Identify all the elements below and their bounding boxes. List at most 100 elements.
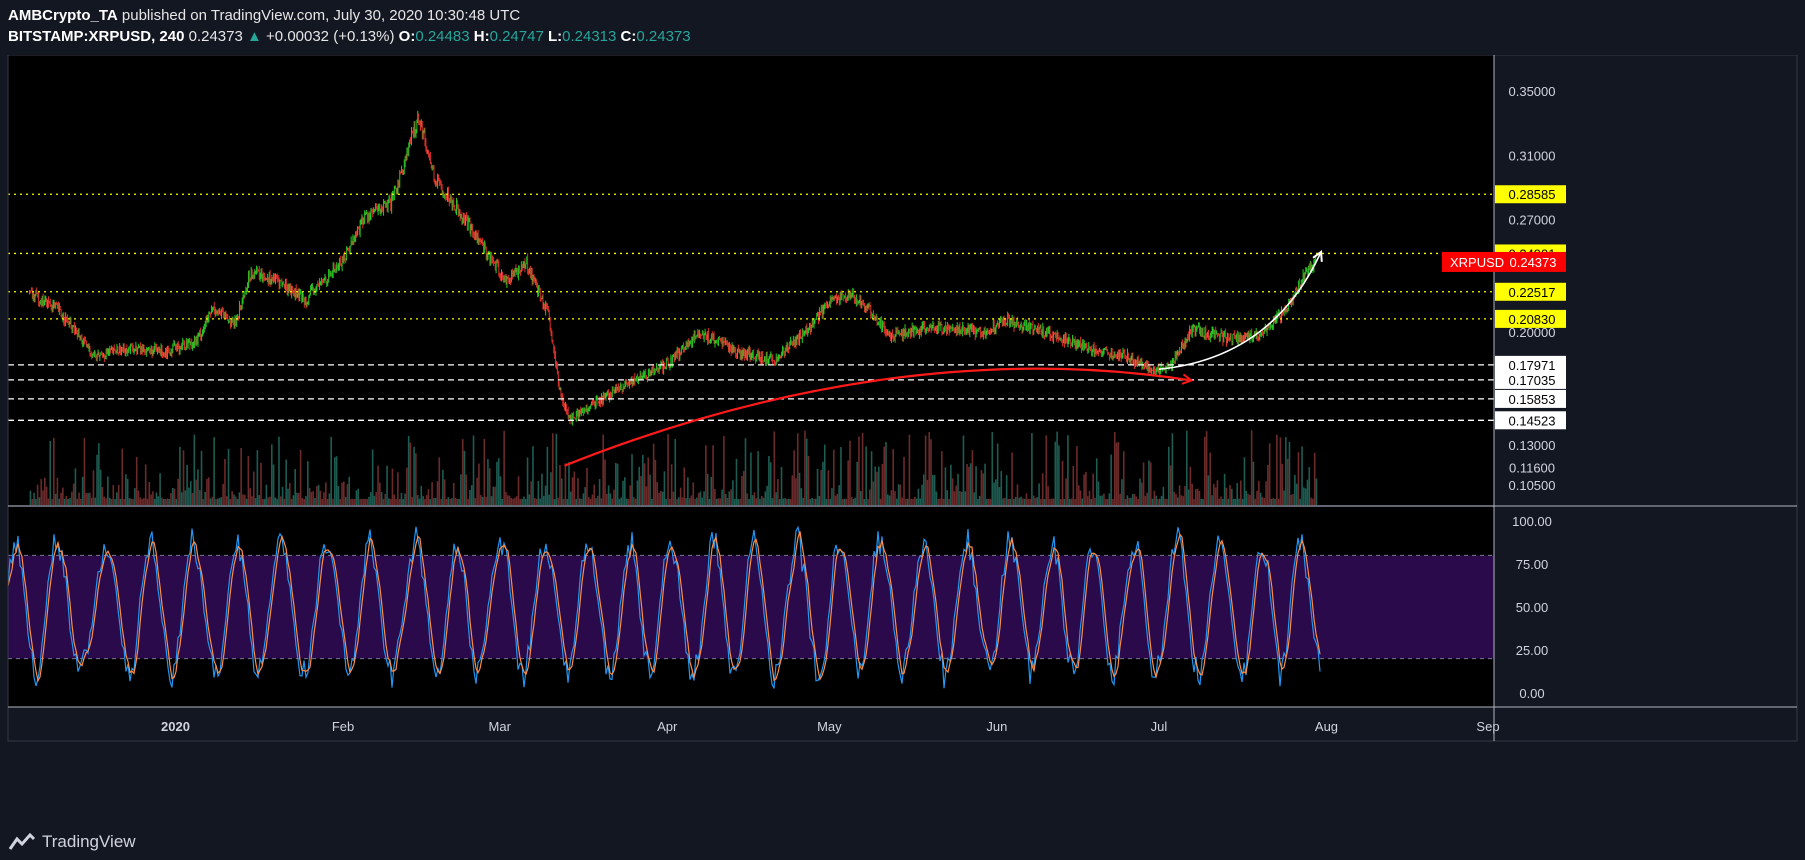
volume-bar xyxy=(1285,437,1287,505)
candles[interactable] xyxy=(29,110,1317,426)
volume-bar xyxy=(1270,498,1273,505)
red-trend-arrow[interactable] xyxy=(564,367,1192,467)
volume-bar xyxy=(1137,498,1139,505)
volume-bar xyxy=(204,491,206,505)
volume-bar xyxy=(1130,497,1132,505)
volume-bar xyxy=(150,494,152,505)
volume-bar xyxy=(674,438,677,505)
high-label: H: xyxy=(473,28,490,45)
author-name[interactable]: AMBCrypto_TA xyxy=(8,7,118,24)
volume-bar xyxy=(699,491,702,505)
volume-bar xyxy=(506,495,509,505)
volume-bar xyxy=(1050,498,1053,505)
volume-bar xyxy=(1265,481,1267,505)
volume-bar xyxy=(683,467,686,505)
volume-bar xyxy=(29,490,32,505)
volume-bar xyxy=(829,498,831,505)
volume-bar xyxy=(505,491,507,505)
volume-bar xyxy=(1153,490,1156,505)
volume-bar xyxy=(569,491,572,505)
volume-bar xyxy=(717,498,720,505)
time-axis-label: Aug xyxy=(1315,719,1338,734)
volume-bar xyxy=(157,496,160,505)
volume-bar xyxy=(625,498,628,505)
symbol-name[interactable]: BITSTAMP:XRPUSD xyxy=(8,28,152,45)
volume-bar xyxy=(170,493,172,505)
low-label: L: xyxy=(547,28,563,45)
volume-bar xyxy=(566,498,568,505)
volume-bar xyxy=(703,491,705,505)
volume-bar xyxy=(1076,445,1078,505)
volume-bar xyxy=(94,497,97,505)
volume-bar xyxy=(436,481,439,505)
volume-bar xyxy=(56,477,59,505)
volume-bar xyxy=(732,480,734,505)
volume-bar xyxy=(71,491,73,505)
volume-bar xyxy=(1238,498,1240,505)
volume-bar xyxy=(528,494,531,505)
volume-bar xyxy=(544,485,547,505)
stochastic-pane[interactable] xyxy=(7,507,1494,707)
volume-bar xyxy=(856,461,858,505)
volume-bar xyxy=(969,463,972,505)
volume-bar xyxy=(1081,498,1084,505)
volume-bar xyxy=(317,484,320,505)
volume-bar xyxy=(638,466,641,505)
volume-bar xyxy=(746,493,749,505)
volume-bar xyxy=(787,498,790,505)
volume-bar xyxy=(1032,495,1035,505)
arrow-head xyxy=(1181,373,1194,385)
volume-bar xyxy=(692,482,695,505)
volume-bar xyxy=(1276,434,1278,505)
volume-bar xyxy=(818,495,821,505)
volume-bar xyxy=(980,470,983,505)
volume-bar xyxy=(867,498,869,505)
volume-bar xyxy=(1031,433,1033,505)
volume-bar xyxy=(108,497,111,505)
volume-bar xyxy=(373,495,376,505)
volume-bar xyxy=(409,442,412,505)
volume-bar xyxy=(1020,496,1022,505)
volume-bar xyxy=(1205,431,1208,505)
volume-bar xyxy=(251,496,253,505)
volume-bar xyxy=(1231,488,1233,505)
price-pane[interactable] xyxy=(8,55,1494,505)
white-trend-arrow[interactable] xyxy=(1158,251,1322,371)
volume-bar xyxy=(987,498,990,505)
volume-bar xyxy=(564,463,567,505)
volume-bar xyxy=(261,498,264,505)
volume-bar xyxy=(323,492,325,505)
volume-bar xyxy=(955,485,958,505)
volume-bar xyxy=(352,498,354,505)
volume-bar xyxy=(1113,432,1116,505)
volume-bar xyxy=(116,492,118,505)
chart-canvas[interactable]: 0.285850.249010.225170.208300.179710.170… xyxy=(0,55,1805,815)
volume-bar xyxy=(397,472,399,505)
volume-bar xyxy=(427,489,430,505)
volume-bar xyxy=(577,478,579,505)
time-axis-label: May xyxy=(817,719,842,734)
volume-bar xyxy=(402,498,405,505)
volume-bar xyxy=(1040,498,1042,505)
volume-bar xyxy=(260,462,262,505)
volume-bar xyxy=(795,478,797,505)
time-axis-label: Sep xyxy=(1476,719,1499,734)
volume-bar xyxy=(305,496,307,505)
volume-bar xyxy=(1167,446,1170,505)
volume-bar xyxy=(1009,498,1012,505)
volume-bar xyxy=(359,498,361,505)
volume-bar xyxy=(1045,435,1048,505)
volume-bar xyxy=(330,436,333,505)
volume-bar xyxy=(1036,497,1039,505)
tradingview-footer[interactable]: TradingView xyxy=(8,832,136,852)
volume-bar xyxy=(762,497,765,505)
volume-bar xyxy=(188,487,190,505)
stochastic-d-line xyxy=(7,531,1321,683)
volume-bar xyxy=(1106,498,1109,505)
volume-bar xyxy=(413,446,415,505)
volume-bar xyxy=(651,498,653,505)
time-axis-label: Feb xyxy=(332,719,354,734)
volume-bar xyxy=(811,497,813,505)
current-price-tag[interactable] xyxy=(1442,251,1566,272)
volume-bar xyxy=(1303,487,1305,505)
